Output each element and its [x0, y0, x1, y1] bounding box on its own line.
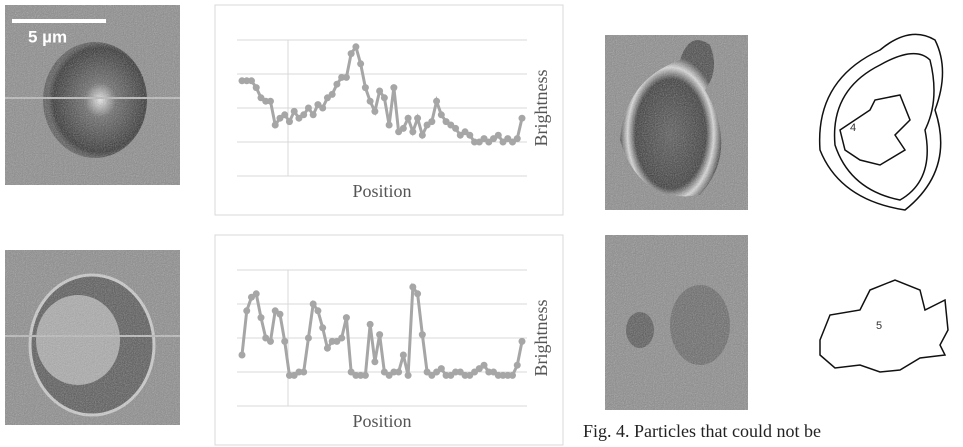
data-point: [342, 73, 350, 81]
data-point: [480, 361, 488, 369]
data-point: [518, 337, 526, 345]
data-point: [357, 60, 365, 68]
data-point: [252, 84, 260, 92]
data-point: [437, 365, 445, 373]
data-point: [404, 114, 412, 122]
data-point: [376, 331, 384, 339]
scale-bar-label: 5 µm: [28, 27, 67, 46]
data-point: [304, 104, 312, 112]
data-point: [418, 331, 426, 339]
data-point: [276, 310, 284, 318]
data-point: [494, 131, 502, 139]
data-point: [366, 97, 374, 105]
data-point: [452, 124, 460, 132]
x-axis-label: Position: [352, 181, 411, 201]
micrograph: [605, 235, 748, 410]
data-point: [247, 77, 255, 85]
micrograph: [5, 250, 180, 425]
caption: Fig. 4. Particles that could not be: [583, 421, 821, 441]
data-point: [409, 128, 417, 136]
data-point: [252, 290, 260, 298]
data-point: [385, 121, 393, 129]
x-axis-label: Position: [352, 411, 411, 431]
data-point: [361, 371, 369, 379]
data-point: [409, 283, 417, 291]
data-point: [376, 87, 384, 95]
data-point: [414, 114, 422, 122]
data-point: [428, 118, 436, 126]
data-point: [290, 107, 298, 115]
micrograph: 5 µm: [5, 5, 180, 185]
data-point: [347, 50, 355, 58]
data-point: [281, 111, 289, 119]
data-point: [361, 84, 369, 92]
data-point: [513, 135, 521, 143]
data-point: [399, 124, 407, 132]
contour: 4: [818, 33, 944, 211]
data-point: [309, 300, 317, 308]
data-point: [314, 307, 322, 315]
data-point: [238, 351, 246, 359]
data-point: [285, 118, 293, 126]
data-point: [518, 114, 526, 122]
micrograph: [605, 35, 748, 210]
data-point: [414, 290, 422, 298]
data-point: [266, 97, 274, 105]
data-point: [300, 368, 308, 376]
data-point: [328, 90, 336, 98]
data-point: [371, 358, 379, 366]
contour: 5: [819, 279, 949, 373]
data-point: [509, 371, 517, 379]
data-point: [319, 104, 327, 112]
data-point: [437, 111, 445, 119]
data-point: [281, 337, 289, 345]
data-point: [271, 121, 279, 129]
data-point: [323, 344, 331, 352]
contour-label: 4: [850, 122, 856, 134]
data-point: [352, 43, 360, 51]
data-point: [380, 94, 388, 102]
contour-label: 5: [876, 320, 882, 332]
data-point: [513, 361, 521, 369]
data-point: [257, 314, 265, 322]
data-point: [319, 324, 327, 332]
data-point: [243, 307, 251, 315]
data-point: [338, 334, 346, 342]
data-point: [371, 107, 379, 115]
data-point: [333, 80, 341, 88]
data-point: [395, 368, 403, 376]
y-axis-label: Brightness: [531, 69, 551, 146]
data-point: [304, 334, 312, 342]
y-axis-label: Brightness: [531, 299, 551, 376]
data-point: [266, 337, 274, 345]
data-point: [390, 84, 398, 92]
data-point: [418, 131, 426, 139]
data-point: [366, 320, 374, 328]
data-point: [399, 351, 407, 359]
data-point: [466, 131, 474, 139]
data-point: [433, 97, 441, 105]
data-point: [300, 111, 308, 119]
data-point: [342, 314, 350, 322]
data-point: [404, 371, 412, 379]
data-point: [309, 111, 317, 119]
